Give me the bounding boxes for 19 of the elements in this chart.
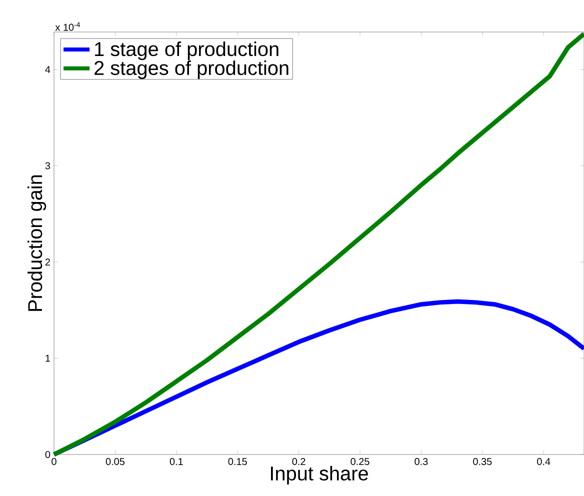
x-tick-label: 0.25 [350, 458, 370, 466]
y-tick-label: 4 [45, 66, 50, 73]
x-tick-label: 0.05 [106, 458, 124, 466]
x-tick-label: 0 [52, 458, 56, 466]
y-tick-label: 1 [46, 354, 50, 362]
x-tick-label: 0.4 [537, 458, 550, 466]
y-tick-label: 3 [45, 162, 50, 170]
x-tick-label: 0.2 [292, 458, 306, 466]
legend-label: 1 stage of production [95, 42, 278, 60]
y-tick-label: 0 [45, 450, 50, 458]
y-tick-label: 2 [45, 258, 50, 266]
x-axis-title: Input share [271, 466, 368, 484]
x-tick-label: 0.15 [228, 458, 247, 466]
y-axis-title: Production gain [28, 175, 46, 311]
x-tick-label: 0.3 [414, 458, 428, 466]
x-tick-label: 0.1 [170, 458, 183, 466]
text: x 10$^{-4}$ [55, 22, 80, 31]
legend-label: 2 stages of production [94, 60, 288, 80]
x-tick-label: 0.35 [473, 458, 492, 466]
